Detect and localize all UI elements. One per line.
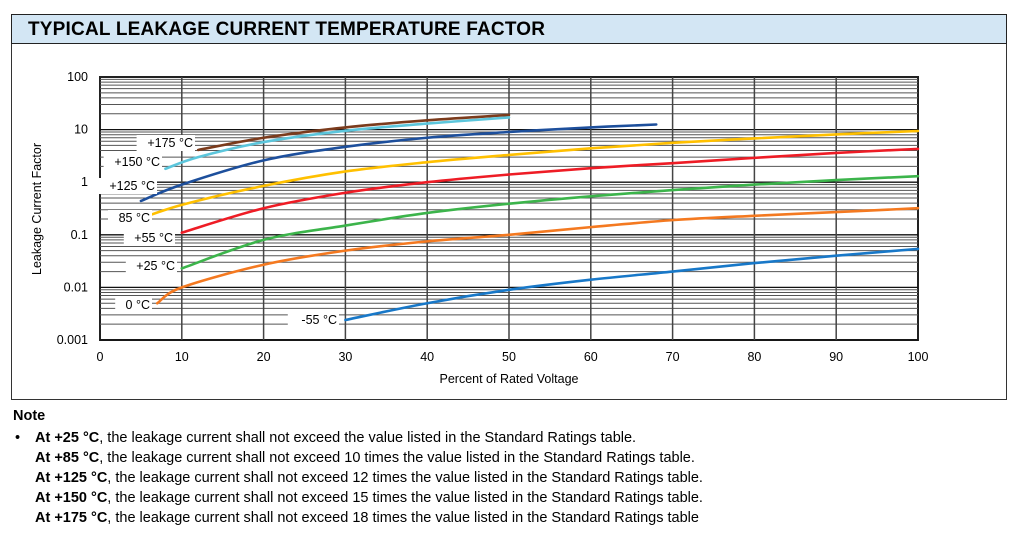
note-line: At +150 °C, the leakage current shall no… xyxy=(13,488,703,508)
x-tick-label: 20 xyxy=(257,350,271,364)
note-line-condition: At +175 °C xyxy=(35,510,108,526)
x-tick-label: 30 xyxy=(338,350,352,364)
series-line xyxy=(155,206,920,305)
y-tick-label: 0.001 xyxy=(57,333,88,347)
x-tick-label: 50 xyxy=(502,350,516,364)
x-tick-label: 0 xyxy=(97,350,104,364)
x-tick-label: 90 xyxy=(829,350,843,364)
series-label: +25 °C xyxy=(136,259,175,273)
note-line: At +175 °C, the leakage current shall no… xyxy=(13,508,703,528)
series-label-bg xyxy=(108,210,152,226)
note-line-condition: At +85 °C xyxy=(35,450,100,466)
bullet-icon: • xyxy=(15,430,21,446)
y-tick-label: 1 xyxy=(81,175,88,189)
series-label-bg xyxy=(103,154,162,170)
chart-frame xyxy=(11,14,1007,400)
series-label-bg xyxy=(136,135,195,151)
x-tick-label: 100 xyxy=(908,350,929,364)
series-labels: +175 °C +150 °C +125 °C 85 °C +55 °C +25 °C 0 … xyxy=(98,135,339,328)
series-line xyxy=(196,113,511,152)
note-line-text: , the leakage current shall not exceed 1… xyxy=(107,470,703,486)
series-lines xyxy=(131,113,920,322)
y-tick-label: 10 xyxy=(74,123,88,137)
note-line: At +125 °C, the leakage current shall no… xyxy=(13,468,703,488)
series-label-bg xyxy=(115,297,152,313)
note-line-text: , the leakage current shall not exceed 1… xyxy=(107,510,699,526)
y-axis-label: Leakage Current Factor xyxy=(30,143,44,275)
x-tick-label: 60 xyxy=(584,350,598,364)
series-label-bg xyxy=(98,178,157,194)
x-tick-label: 10 xyxy=(175,350,189,364)
series-line xyxy=(139,123,658,203)
series-label: +175 °C xyxy=(147,136,193,150)
note-section: Note • At +25 °C, the leakage current sha… xyxy=(13,408,703,528)
series-label-bg xyxy=(125,258,177,274)
grid xyxy=(99,76,919,341)
chart-header: TYPICAL LEAKAGE CURRENT TEMPERATURE FACT… xyxy=(11,14,1007,44)
note-line-text: , the leakage current shall not exceed t… xyxy=(99,430,637,446)
note-line-text: , the leakage current shall not exceed 1… xyxy=(99,450,695,466)
note-line: • At +25 °C, the leakage current shall no… xyxy=(13,428,703,448)
series-label: +125 °C xyxy=(109,179,155,193)
note-title: Note xyxy=(13,408,46,424)
series-label: +150 °C xyxy=(114,155,160,169)
series-line xyxy=(164,116,511,171)
series-label: 0 °C xyxy=(126,298,150,312)
note-line-condition: At +150 °C xyxy=(35,490,108,506)
series-line xyxy=(180,147,920,234)
y-tick-label: 0.01 xyxy=(64,280,88,294)
leakage-chart: +175 °C +150 °C +125 °C 85 °C +55 °C +25 °C 0 … xyxy=(30,70,929,386)
y-tick-label: 0.1 xyxy=(71,228,88,242)
series-line xyxy=(180,174,920,270)
chart-title: TYPICAL LEAKAGE CURRENT TEMPERATURE FACT… xyxy=(28,19,546,40)
series-line xyxy=(131,129,920,223)
series-label-bg xyxy=(287,312,339,328)
series-line xyxy=(344,247,920,322)
series-label: +55 °C xyxy=(134,231,173,245)
series-label-bg xyxy=(123,230,175,246)
series-label: 85 °C xyxy=(119,211,150,225)
note-line-condition: At +25 °C xyxy=(35,430,100,446)
y-tick-label: 100 xyxy=(67,70,88,84)
note-line-condition: At +125 °C xyxy=(35,470,108,486)
x-axis-label: Percent of Rated Voltage xyxy=(440,372,579,386)
axis-ticks: 0 10 20 30 40 50 60 70 80 90 100 100 10 1 0.1 0.01 0.001 xyxy=(57,70,929,364)
x-tick-label: 80 xyxy=(747,350,761,364)
series-label: -55 °C xyxy=(301,313,337,327)
x-tick-label: 70 xyxy=(666,350,680,364)
note-line-text: , the leakage current shall not exceed 1… xyxy=(107,490,703,506)
note-line: At +85 °C, the leakage current shall not… xyxy=(13,448,703,468)
x-tick-label: 40 xyxy=(420,350,434,364)
